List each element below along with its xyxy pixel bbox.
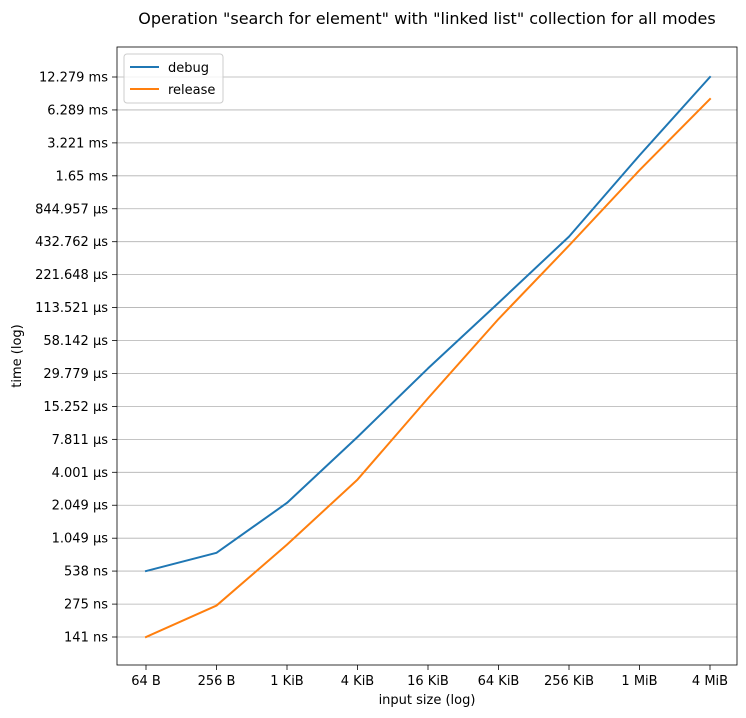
y-tick-label: 3.221 ms [47,136,108,151]
chart-title: Operation "search for element" with "lin… [138,9,715,28]
x-tick-label: 16 KiB [407,674,449,689]
legend-label-debug: debug [168,61,209,76]
y-axis-ticks: 141 ns 275 ns 538 ns 1.049 µs 2.049 µs 4.001 … [35,71,117,646]
series-line-release [144,97,712,639]
x-axis-label: input size (log) [379,693,476,708]
x-axis-ticks: 64 B 256 B 1 KiB 4 KiB 16 KiB 64 KiB 256 KiB 1 … [131,665,728,689]
y-tick-label: 113.521 µs [35,301,108,316]
y-tick-label: 844.957 µs [35,202,108,217]
y-tick-label: 4.001 µs [52,466,109,481]
series-line-debug [144,75,712,573]
y-tick-label: 15.252 µs [43,400,108,415]
legend: debug release [123,53,224,104]
y-tick-label: 2.049 µs [52,499,109,514]
x-tick-label: 1 KiB [270,674,303,689]
y-tick-label: 275 ns [64,598,108,613]
x-tick-label: 1 MiB [621,674,657,689]
legend-label-release: release [168,83,215,98]
y-tick-label: 141 ns [64,631,108,646]
y-tick-label: 1.049 µs [52,532,109,547]
x-tick-label: 64 KiB [478,674,520,689]
y-tick-label: 432.762 µs [35,235,108,250]
x-tick-label: 4 KiB [341,674,374,689]
y-tick-label: 1.65 ms [55,169,108,184]
y-tick-label: 221.648 µs [35,268,108,283]
grid-lines [117,76,737,638]
plot-area-frame [116,46,738,666]
y-tick-label: 12.279 ms [39,71,108,86]
y-axis-label: time (log) [10,324,25,387]
x-tick-label: 4 MiB [692,674,728,689]
y-tick-label: 6.289 ms [47,103,108,118]
y-tick-label: 58.142 µs [43,334,108,349]
x-tick-label: 256 KiB [544,674,594,689]
y-tick-label: 7.811 µs [52,433,109,448]
y-tick-label: 538 ns [64,565,108,580]
y-tick-label: 29.779 µs [43,367,108,382]
series-lines [144,75,712,639]
x-tick-label: 256 B [198,674,236,689]
x-tick-label: 64 B [131,674,161,689]
